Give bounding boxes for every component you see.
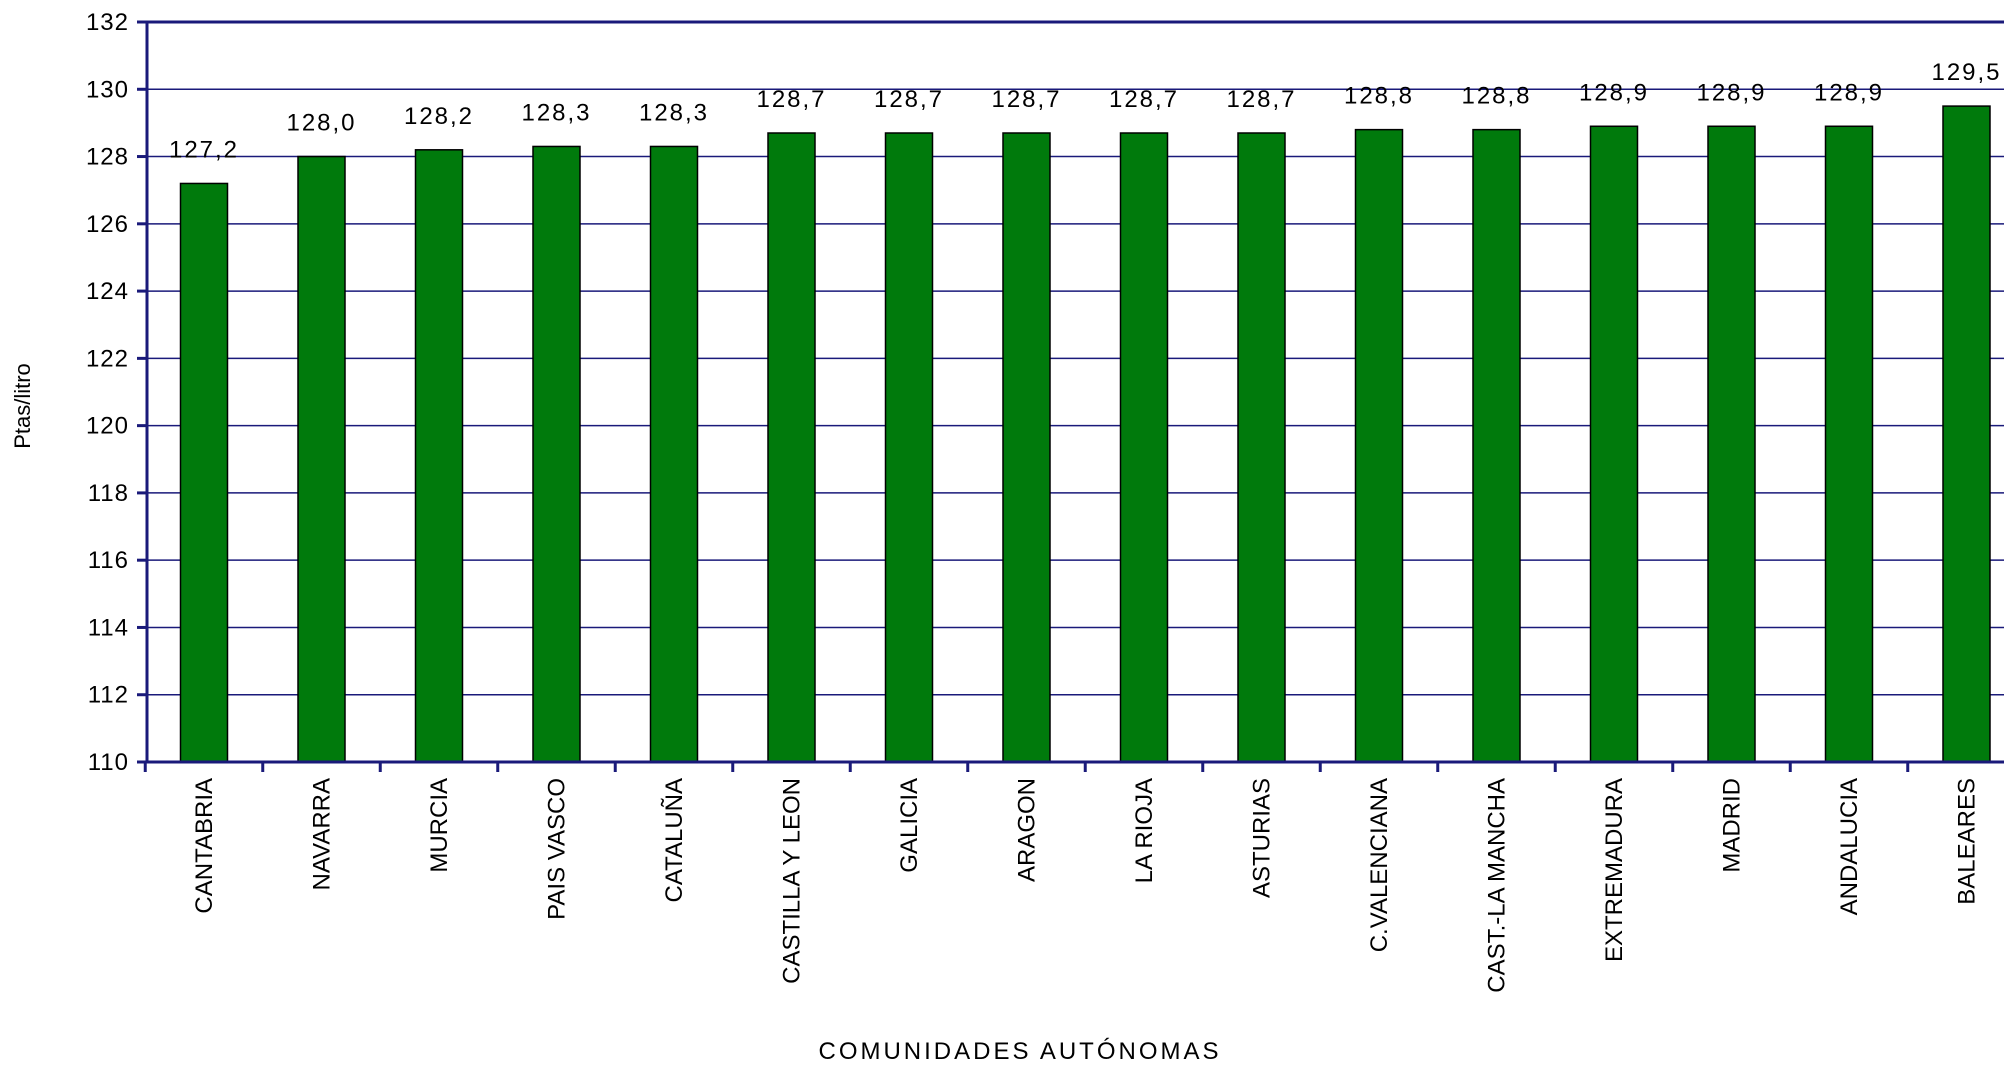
axes bbox=[137, 20, 2004, 772]
x-axis-title: COMUNIDADES AUTÓNOMAS bbox=[818, 1038, 1221, 1065]
data-label: 128,9 bbox=[1814, 79, 1884, 106]
data-label: 128,3 bbox=[639, 99, 709, 126]
x-tick-label: MADRID bbox=[1719, 778, 1746, 873]
bar bbox=[1942, 105, 1991, 763]
data-label: 128,9 bbox=[1579, 79, 1649, 106]
x-tick-label: ANDALUCIA bbox=[1836, 778, 1863, 915]
y-tick-label: 116 bbox=[88, 547, 129, 574]
data-label: 128,7 bbox=[991, 86, 1061, 113]
bar bbox=[1824, 125, 1874, 763]
bar bbox=[1237, 132, 1286, 763]
y-tick-label: 118 bbox=[88, 480, 129, 507]
data-label: 128,9 bbox=[1696, 79, 1766, 106]
y-tick-label: 132 bbox=[86, 9, 129, 36]
data-label: 127,2 bbox=[169, 136, 239, 163]
x-tick-label: MURCIA bbox=[426, 778, 453, 873]
x-tick-label: C.VALENCIANA bbox=[1366, 778, 1393, 952]
x-tick-label: ARAGON bbox=[1014, 778, 1041, 882]
y-tick-label: 130 bbox=[86, 76, 129, 103]
bar bbox=[297, 155, 346, 763]
y-tick-label: 122 bbox=[86, 345, 129, 372]
y-axis-title: Ptas/litro bbox=[10, 363, 35, 449]
y-tick-label: 124 bbox=[86, 278, 129, 305]
bar bbox=[1119, 132, 1169, 763]
data-label: 128,0 bbox=[286, 110, 356, 137]
x-tick-labels: CANTABRIA NAVARRA MURCIA PAIS VASCO CATALUÑA… bbox=[191, 778, 1981, 993]
data-labels: 127,2 128,0 128,2 128,3 128,3 128,7 128,7 128,7… bbox=[169, 59, 2001, 163]
data-label: 128,7 bbox=[756, 86, 826, 113]
y-tick-label: 114 bbox=[88, 614, 129, 641]
x-tick-label: CASTILLA Y LEON bbox=[779, 778, 806, 984]
bar bbox=[649, 145, 699, 763]
x-tick-label: GALICIA bbox=[896, 778, 923, 873]
x-tick-label: EXTREMADURA bbox=[1601, 778, 1628, 962]
bar bbox=[532, 145, 581, 763]
y-tick-labels: 110 112 114 116 118 120 122 124 126 128 130 132 bbox=[86, 9, 129, 776]
x-tick-label: ASTURIAS bbox=[1249, 778, 1276, 898]
data-label: 128,2 bbox=[404, 103, 474, 130]
bars bbox=[179, 105, 1991, 763]
bar bbox=[884, 132, 934, 763]
x-tick-label: CAST.-LA MANCHA bbox=[1484, 778, 1511, 993]
x-tick-label: BALEARES bbox=[1954, 778, 1981, 905]
bar bbox=[1354, 128, 1404, 763]
y-tick-label: 126 bbox=[86, 211, 129, 238]
data-label: 128,8 bbox=[1461, 83, 1531, 110]
y-tick-label: 110 bbox=[88, 749, 129, 776]
data-label: 128,7 bbox=[1109, 86, 1179, 113]
data-label: 128,8 bbox=[1344, 83, 1414, 110]
x-tick-label: CANTABRIA bbox=[191, 778, 218, 914]
x-tick-label: LA RIOJA bbox=[1131, 778, 1158, 883]
bar bbox=[1002, 132, 1051, 763]
bar bbox=[1589, 125, 1639, 763]
x-tick-label: PAIS VASCO bbox=[544, 778, 571, 920]
bar bbox=[767, 132, 816, 763]
y-tick-label: 120 bbox=[86, 413, 129, 440]
bar bbox=[414, 149, 464, 763]
data-label: 128,3 bbox=[521, 99, 591, 126]
x-tick-label: NAVARRA bbox=[309, 778, 336, 890]
bar bbox=[1707, 125, 1756, 763]
data-label: 128,7 bbox=[1226, 86, 1296, 113]
bar bbox=[179, 182, 229, 763]
data-label: 129,5 bbox=[1931, 59, 2001, 86]
data-label: 128,7 bbox=[874, 86, 944, 113]
y-tick-label: 128 bbox=[86, 144, 129, 171]
x-tick-label: CATALUÑA bbox=[661, 778, 688, 902]
y-tick-label: 112 bbox=[88, 682, 129, 709]
bar bbox=[1472, 128, 1521, 763]
